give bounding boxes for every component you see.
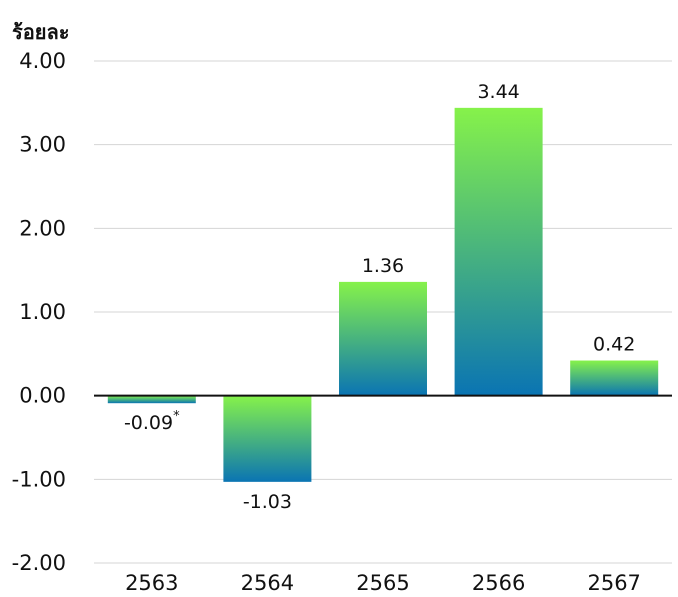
x-tick-label: 2566 bbox=[472, 571, 525, 595]
data-label: -0.09* bbox=[124, 409, 180, 434]
bar bbox=[570, 360, 659, 396]
data-label: 0.42 bbox=[593, 334, 635, 356]
x-tick-label: 2567 bbox=[587, 571, 640, 595]
x-tick-label: 2564 bbox=[241, 571, 294, 595]
bar bbox=[339, 281, 427, 396]
bar bbox=[107, 395, 196, 404]
bar bbox=[454, 107, 543, 396]
y-tick-label: -2.00 bbox=[12, 551, 66, 575]
y-tick-label: 0.00 bbox=[19, 384, 66, 408]
y-tick-label: 4.00 bbox=[19, 49, 66, 73]
y-tick-label: -1.00 bbox=[12, 467, 66, 491]
y-tick-label: 3.00 bbox=[19, 133, 66, 157]
data-label: 1.36 bbox=[362, 255, 404, 277]
data-label: 3.44 bbox=[477, 81, 519, 103]
x-tick-label: 2565 bbox=[356, 571, 409, 595]
bar bbox=[223, 395, 312, 482]
footnote-mark: * bbox=[173, 409, 180, 424]
y-tick-label: 2.00 bbox=[19, 216, 66, 240]
y-axis-label: ร้อยละ bbox=[12, 20, 70, 44]
data-label: -1.03 bbox=[243, 491, 292, 513]
x-tick-label: 2563 bbox=[125, 571, 178, 595]
y-tick-label: 1.00 bbox=[19, 300, 66, 324]
